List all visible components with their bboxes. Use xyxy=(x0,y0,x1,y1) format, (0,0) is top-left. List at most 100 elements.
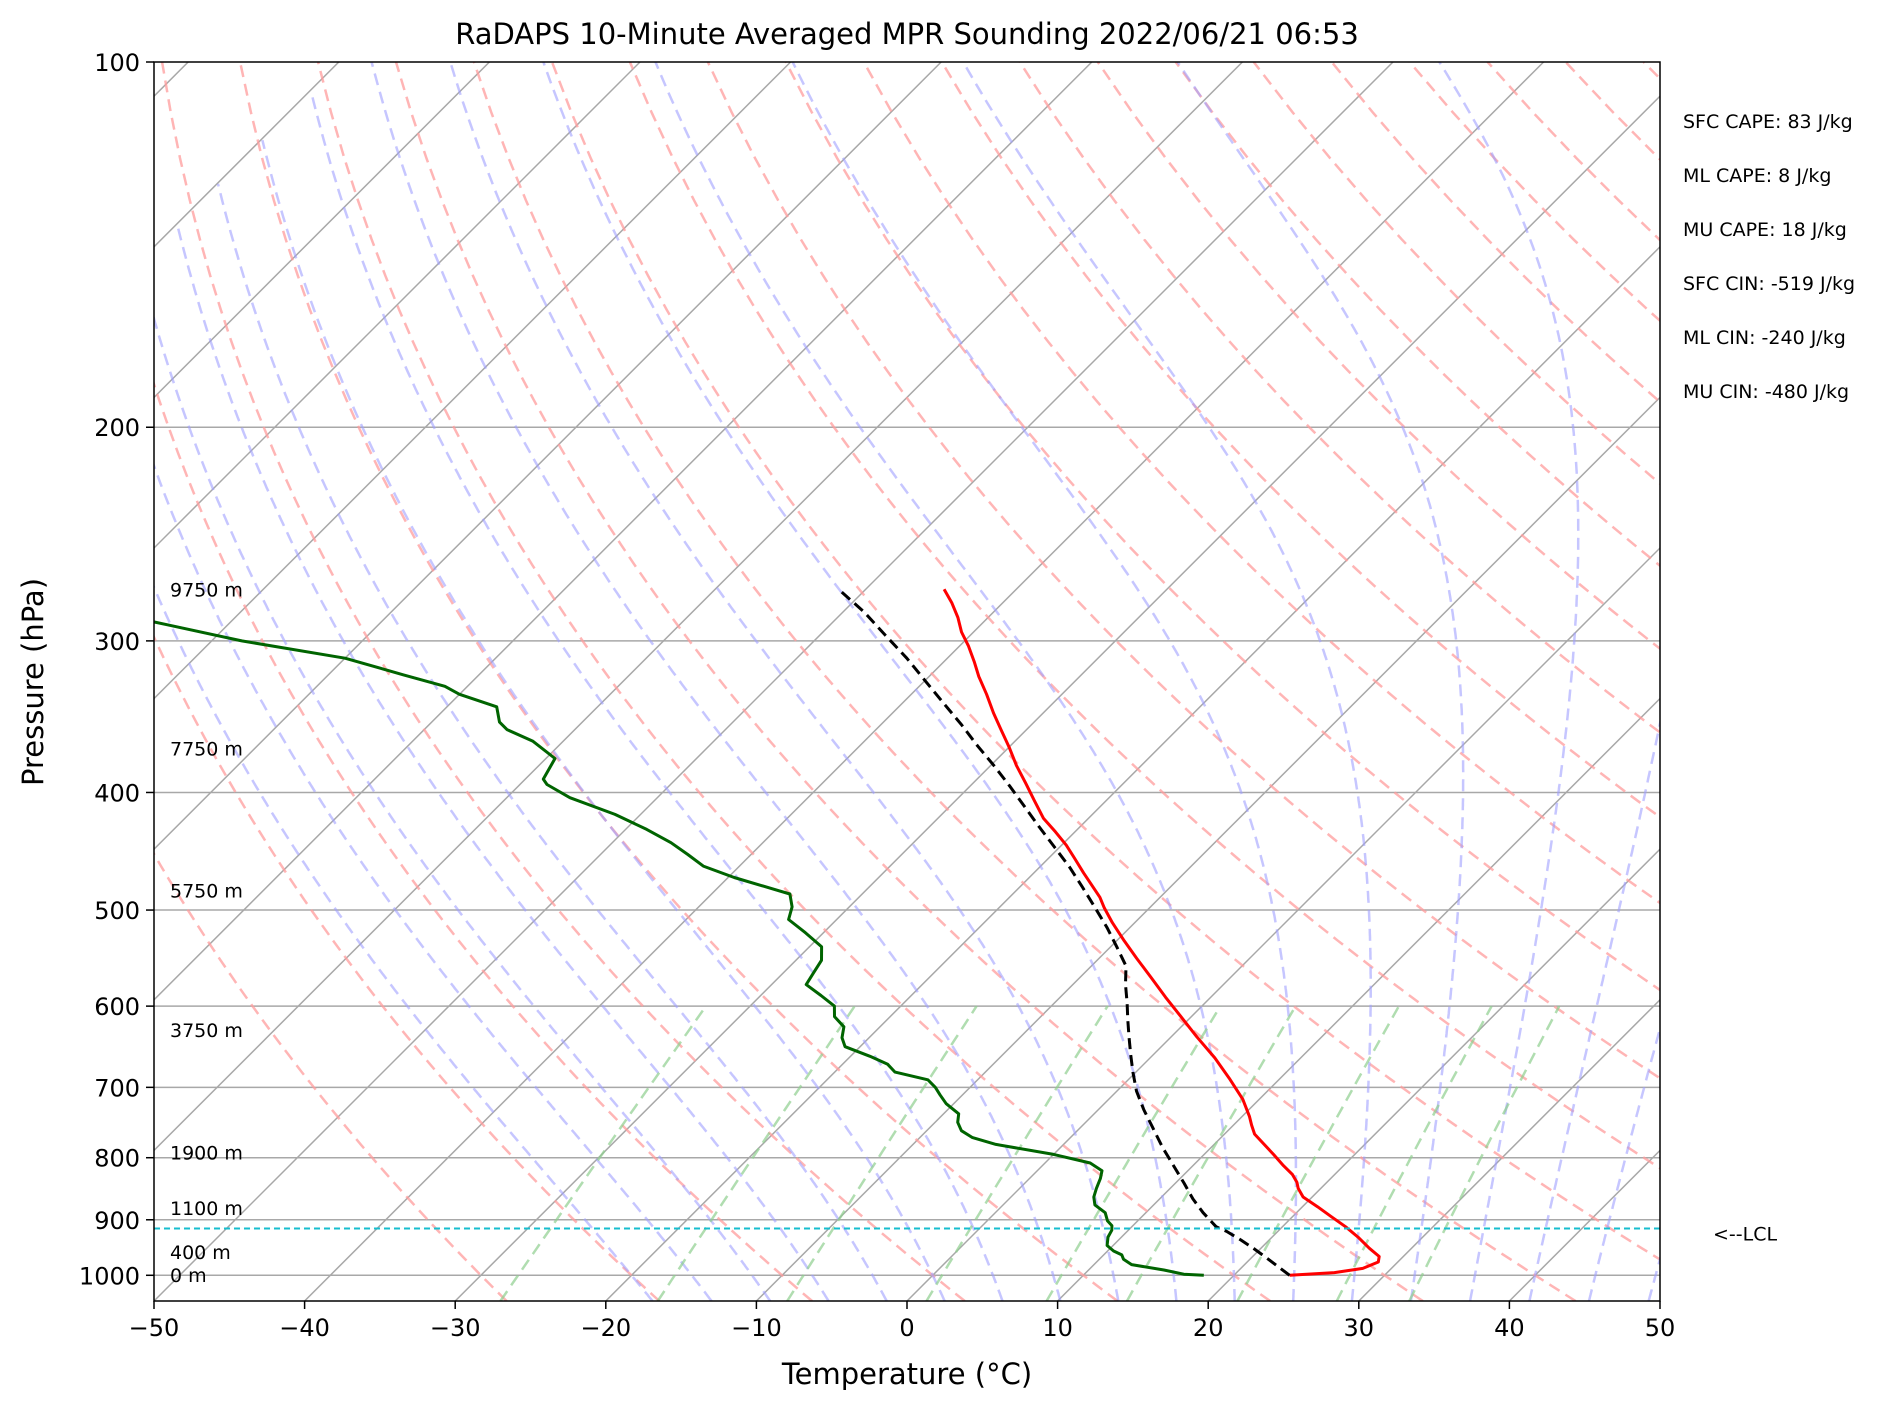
height-label: 7750 m xyxy=(170,739,243,761)
height-label: 1100 m xyxy=(170,1198,243,1220)
moist-adiabat-line xyxy=(449,62,1120,1301)
mixing-ratio-line xyxy=(925,1005,1109,1301)
sounding-series-line xyxy=(942,588,1381,1277)
x-axis-ticks: −50 −40 −30 −20 −10 0 10 20 30 40 50 xyxy=(129,1301,1676,1342)
dry-adiabat-line xyxy=(1642,62,1660,81)
moist-adiabat-line xyxy=(962,62,1372,1301)
mixing-ratio-line xyxy=(786,1005,978,1301)
y-tick-label: 100 xyxy=(94,49,140,77)
moist-adiabat-line xyxy=(261,139,946,1301)
moist-adiabat-line xyxy=(1176,62,1465,1301)
isotherm-line xyxy=(154,62,942,851)
moist-adiabat-line xyxy=(310,92,1004,1301)
y-axis-ticks: 100 200 300 400 500 600 700 800 900 1000 xyxy=(79,49,154,1290)
isotherm-line xyxy=(154,62,641,550)
dry-adiabat-line xyxy=(1722,62,1899,1301)
height-label: 5750 m xyxy=(170,881,243,903)
dry-adiabat-line xyxy=(1486,62,1660,242)
chart-title: RaDAPS 10-Minute Averaged MPR Sounding 2… xyxy=(455,17,1359,51)
x-tick-label: −10 xyxy=(731,1314,782,1342)
index-label: MU CIN: -480 J/kg xyxy=(1683,381,1849,403)
sounding-series-line xyxy=(837,588,1291,1277)
lcl-label: <--LCL xyxy=(1713,1223,1777,1245)
mixing-ratio-line xyxy=(1125,1005,1297,1301)
height-label: 9750 m xyxy=(170,579,243,601)
dry-adiabat-line xyxy=(862,62,1660,905)
isotherm-line xyxy=(154,62,1093,1001)
height-label: 400 m xyxy=(170,1242,231,1264)
moist-adiabat-line xyxy=(654,62,1236,1301)
height-labels: 9750 m 7750 m 5750 m 3750 m 1900 m 1100 m 400 … xyxy=(170,579,243,1287)
isotherm-line xyxy=(906,546,1660,1301)
moist-adiabat-line xyxy=(542,62,1178,1301)
x-tick-label: 50 xyxy=(1645,1314,1676,1342)
x-tick-label: 20 xyxy=(1193,1314,1224,1342)
dry-adiabat-line xyxy=(160,62,966,1301)
mixing-ratio-line xyxy=(656,1005,856,1301)
moist-adiabat-line xyxy=(1438,62,1580,1301)
dry-adiabat-line xyxy=(472,62,1577,1301)
isotherm-line xyxy=(1057,697,1660,1301)
isotherm-line xyxy=(454,95,1660,1301)
mixing-ratio-line xyxy=(1045,1005,1222,1301)
x-tick-label: −50 xyxy=(129,1314,180,1342)
height-label: 1900 m xyxy=(170,1142,243,1164)
dry-adiabat-line xyxy=(1096,62,1660,651)
index-label: SFC CAPE: 83 J/kg xyxy=(1683,111,1853,133)
x-tick-label: 40 xyxy=(1494,1314,1525,1342)
x-tick-label: 0 xyxy=(899,1314,914,1342)
index-label: SFC CIN: -519 J/kg xyxy=(1683,273,1855,295)
moist-adiabat-line xyxy=(154,584,654,1301)
series-lines xyxy=(154,588,1381,1277)
y-tick-label: 1000 xyxy=(79,1262,140,1290)
y-tick-label: 500 xyxy=(94,897,140,925)
y-tick-label: 300 xyxy=(94,628,140,656)
dry-adiabat-line xyxy=(550,62,1660,1261)
x-axis-label: Temperature (°C) xyxy=(781,1357,1032,1391)
moist-adiabat-line xyxy=(1587,1023,1660,1301)
isotherm-line xyxy=(1508,1149,1660,1301)
x-tick-label: 10 xyxy=(1042,1314,1073,1342)
y-axis-label: Pressure (hPa) xyxy=(16,578,50,786)
isotherm-line xyxy=(154,62,490,399)
sounding-series-line xyxy=(154,620,1204,1277)
stability-indices: SFC CAPE: 83 J/kg ML CAPE: 8 J/kg MU CAPE:… xyxy=(1683,111,1855,403)
dry-adiabat-line xyxy=(628,62,1660,1170)
y-tick-label: 600 xyxy=(94,993,140,1021)
dry-adiabat-line xyxy=(154,851,508,1301)
dry-adiabat-line xyxy=(154,634,661,1301)
dry-adiabat-line xyxy=(1330,62,1660,404)
dry-adiabat-line xyxy=(238,62,1119,1301)
x-tick-label: −40 xyxy=(279,1314,330,1342)
moist-adiabat-line xyxy=(1528,717,1660,1301)
index-label: ML CIN: -240 J/kg xyxy=(1683,327,1846,349)
mixing-ratio-line xyxy=(1236,1005,1400,1301)
y-tick-label: 900 xyxy=(94,1207,140,1235)
isotherm-line xyxy=(154,62,340,248)
y-tick-label: 700 xyxy=(94,1074,140,1102)
mixing-ratio-line xyxy=(1335,1005,1493,1301)
isotherm-line xyxy=(605,245,1660,1301)
isotherm-line xyxy=(154,62,1243,1152)
isotherm-line xyxy=(154,62,792,700)
y-tick-label: 400 xyxy=(94,779,140,807)
isotherm-line xyxy=(154,62,1394,1301)
isotherm-line xyxy=(1207,848,1660,1301)
moist-adiabat-line xyxy=(1647,1254,1660,1301)
x-tick-label: −30 xyxy=(430,1314,481,1342)
dry-adiabat-line xyxy=(316,62,1271,1301)
y-tick-label: 800 xyxy=(94,1145,140,1173)
dry-adiabat-line xyxy=(1564,62,1660,162)
dry-adiabat-line xyxy=(940,62,1660,819)
moist-adiabat-line xyxy=(175,223,830,1301)
moist-adiabat-line xyxy=(154,462,713,1301)
moist-adiabat-line xyxy=(791,62,1298,1301)
x-tick-label: −20 xyxy=(580,1314,631,1342)
dry-adiabat-line xyxy=(394,62,1424,1301)
y-tick-label: 200 xyxy=(94,414,140,442)
isotherm-line xyxy=(1659,1299,1660,1301)
moist-adiabat-line xyxy=(216,183,888,1301)
isotherm-line xyxy=(755,396,1660,1301)
mixing-ratio-line xyxy=(1408,1005,1561,1301)
